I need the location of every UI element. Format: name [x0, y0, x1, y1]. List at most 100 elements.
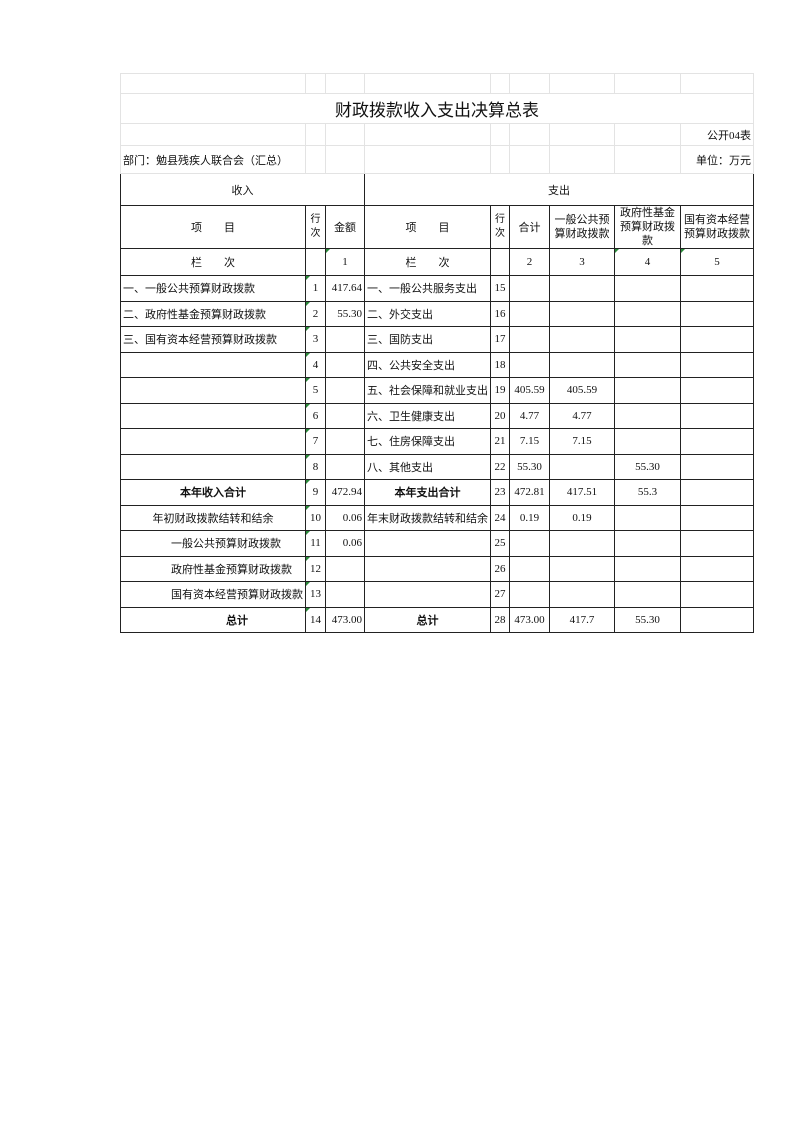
income-amount: [325, 377, 365, 404]
income-amount: [325, 555, 365, 582]
general-budget-amount: [549, 326, 615, 353]
income-column-label: 栏 次: [120, 248, 306, 276]
gov-fund-amount: [614, 351, 681, 378]
expense-row-no: 24: [490, 504, 510, 531]
expense-item: [364, 581, 491, 608]
table-row: 8 八、其他支出 22 55.30 55.30: [120, 453, 754, 480]
income-row-no: 9: [305, 479, 326, 506]
expense-item: 三、国防支出: [364, 326, 491, 353]
table-row: 6 六、卫生健康支出 20 4.77 4.77: [120, 402, 754, 429]
income-row-no: 8: [305, 453, 326, 480]
income-item: 总计: [120, 606, 306, 633]
income-item: [120, 351, 306, 378]
income-row-no: 6: [305, 402, 326, 429]
income-row-no: 14: [305, 606, 326, 633]
final-accounts-table: 财政拨款收入支出决算总表 公开04表 部门：勉县残疾人联合会（汇总） 单位：万元 …: [120, 73, 754, 633]
unit-label: 单位：万元: [680, 145, 754, 174]
income-row-no: 4: [305, 351, 326, 378]
income-item: 一、一般公共预算财政拨款: [120, 275, 306, 302]
gov-fund-amount: [614, 377, 681, 404]
state-capital-amount: [680, 402, 754, 429]
expense-item: 二、外交支出: [364, 300, 491, 327]
gov-fund-amount: [614, 326, 681, 353]
table-row: 三、国有资本经营预算财政拨款 3 三、国防支出 17: [120, 326, 754, 353]
table-row: 国有资本经营预算财政拨款 13 27: [120, 581, 754, 608]
general-budget-amount: [549, 581, 615, 608]
expense-item: 八、其他支出: [364, 453, 491, 480]
income-header: 收入: [120, 173, 365, 206]
table-row: 7 七、住房保障支出 21 7.15 7.15: [120, 428, 754, 455]
col-number-2: 2: [509, 248, 550, 276]
income-row-no-header: 行次: [305, 205, 326, 249]
gov-fund-amount: [614, 555, 681, 582]
gov-fund-amount: [614, 275, 681, 302]
general-budget-amount: 417.7: [549, 606, 615, 633]
income-amount: [325, 453, 365, 480]
state-capital-amount: [680, 275, 754, 302]
form-number: 公开04表: [680, 123, 754, 146]
expense-total: 4.77: [509, 402, 550, 429]
expense-item-header: 项 目: [364, 205, 491, 249]
table-row: 总计 14 473.00 总计 28 473.00 417.7 55.30: [120, 606, 754, 633]
expense-total: 472.81: [509, 479, 550, 506]
expense-row-no: 15: [490, 275, 510, 302]
expense-row-no: 27: [490, 581, 510, 608]
expense-total: 405.59: [509, 377, 550, 404]
table-row: 政府性基金预算财政拨款 12 26: [120, 555, 754, 582]
department-label: 部门：勉县残疾人联合会（汇总）: [120, 145, 306, 174]
income-row-no: 11: [305, 530, 326, 557]
expense-item: 六、卫生健康支出: [364, 402, 491, 429]
general-budget-amount: 405.59: [549, 377, 615, 404]
gov-fund-amount: 55.30: [614, 453, 681, 480]
expense-row-no: 17: [490, 326, 510, 353]
blank-row: [120, 73, 754, 94]
income-item: [120, 402, 306, 429]
income-amount: 473.00: [325, 606, 365, 633]
general-budget-header: 一般公共预算财政拨款: [549, 205, 615, 249]
income-item: 国有资本经营预算财政拨款: [120, 581, 306, 608]
expense-row-no: 19: [490, 377, 510, 404]
income-item: 三、国有资本经营预算财政拨款: [120, 326, 306, 353]
expense-column-label: 栏 次: [364, 248, 491, 276]
expense-item: 四、公共安全支出: [364, 351, 491, 378]
state-capital-amount: [680, 606, 754, 633]
income-item: 本年收入合计: [120, 479, 306, 506]
table-row: 二、政府性基金预算财政拨款 2 55.30 二、外交支出 16: [120, 300, 754, 327]
income-amount: [325, 428, 365, 455]
general-budget-amount: [549, 453, 615, 480]
gov-fund-header: 政府性基金预算财政拨款: [614, 205, 681, 249]
table-row: 一、一般公共预算财政拨款 1 417.64 一、一般公共服务支出 15: [120, 275, 754, 302]
income-item: [120, 453, 306, 480]
general-budget-amount: [549, 530, 615, 557]
expense-total: [509, 581, 550, 608]
income-row-no: 12: [305, 555, 326, 582]
income-amount: [325, 351, 365, 378]
col-number-3: 3: [549, 248, 615, 276]
expense-total: [509, 351, 550, 378]
table-row: 本年收入合计 9 472.94 本年支出合计 23 472.81 417.51 55.3: [120, 479, 754, 506]
gov-fund-amount: [614, 428, 681, 455]
expense-total: [509, 530, 550, 557]
income-amount: [325, 581, 365, 608]
income-item: 年初财政拨款结转和结余: [120, 504, 306, 531]
table-row: 一般公共预算财政拨款 11 0.06 25: [120, 530, 754, 557]
general-budget-amount: [549, 275, 615, 302]
table-row: 4 四、公共安全支出 18: [120, 351, 754, 378]
general-budget-amount: 7.15: [549, 428, 615, 455]
amount-header: 金额: [325, 205, 365, 249]
income-row-no: 5: [305, 377, 326, 404]
expense-item: [364, 555, 491, 582]
income-amount: [325, 402, 365, 429]
gov-fund-amount: [614, 300, 681, 327]
general-budget-amount: [549, 300, 615, 327]
income-amount: 0.06: [325, 530, 365, 557]
income-amount: 417.64: [325, 275, 365, 302]
expense-row-no: 16: [490, 300, 510, 327]
gov-fund-amount: [614, 530, 681, 557]
expense-header: 支出: [364, 173, 754, 206]
state-capital-amount: [680, 555, 754, 582]
expense-row-no: 26: [490, 555, 510, 582]
expense-total: [509, 275, 550, 302]
gov-fund-amount: [614, 504, 681, 531]
page-title: 财政拨款收入支出决算总表: [120, 93, 754, 124]
